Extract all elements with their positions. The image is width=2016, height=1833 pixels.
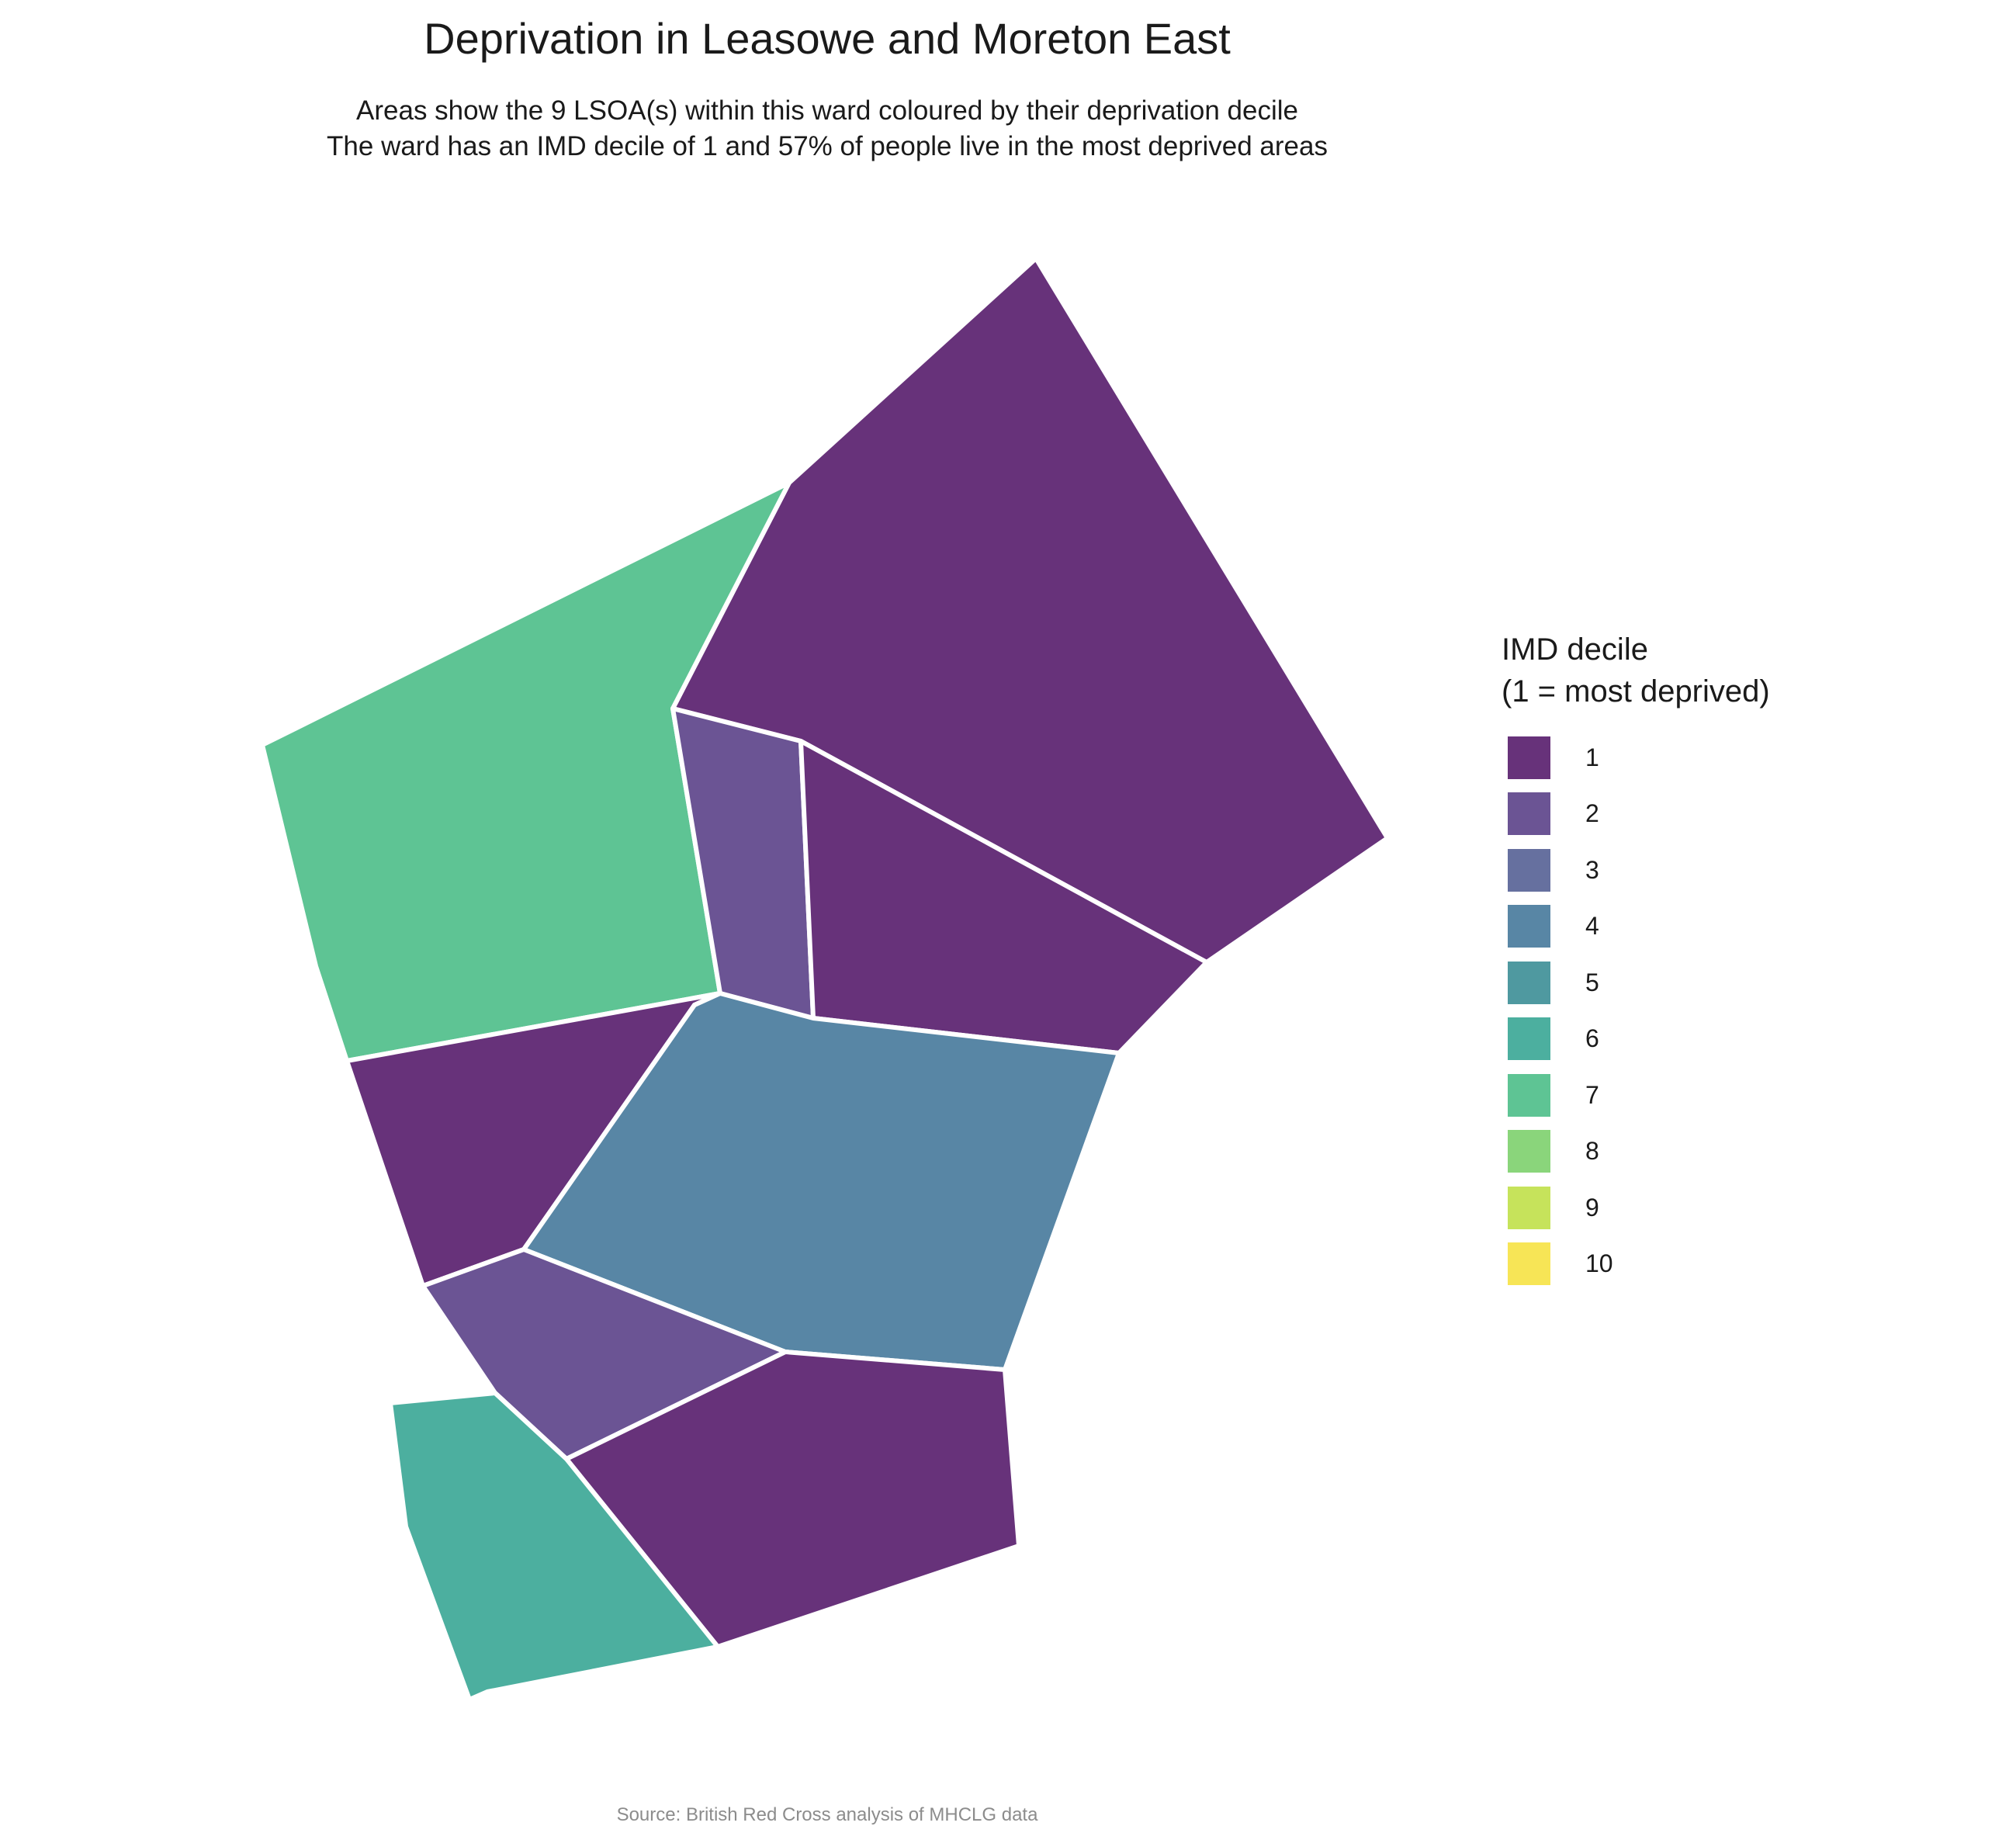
legend-label: 10 <box>1585 1249 1613 1278</box>
legend-swatch <box>1508 736 1550 779</box>
legend-item-4: 4 <box>1502 899 1905 955</box>
legend-label: 3 <box>1585 855 1599 884</box>
legend: IMD decile (1 = most deprived) 1 2 3 4 5 6 7 8 9… <box>1502 629 1905 1292</box>
legend-item-8: 8 <box>1502 1124 1905 1180</box>
legend-item-3: 3 <box>1502 842 1905 899</box>
legend-label: 1 <box>1585 743 1599 771</box>
legend-swatch <box>1508 1073 1550 1117</box>
legend-item-5: 5 <box>1502 955 1905 1011</box>
map-subtitle-line-2: The ward has an IMD decile of 1 and 57% … <box>327 131 1328 161</box>
legend-item-10: 10 <box>1502 1236 1905 1293</box>
legend-swatch <box>1508 792 1550 836</box>
legend-title: IMD decile (1 = most deprived) <box>1502 632 1770 709</box>
legend-swatch <box>1508 848 1550 892</box>
source-caption: Source: British Red Cross analysis of MH… <box>616 1804 1038 1825</box>
legend-label: 9 <box>1585 1193 1599 1221</box>
legend-item-7: 7 <box>1502 1067 1905 1124</box>
legend-label: 7 <box>1585 1080 1599 1109</box>
legend-label: 4 <box>1585 912 1599 941</box>
legend-item-9: 9 <box>1502 1180 1905 1236</box>
legend-item-1: 1 <box>1502 729 1905 786</box>
legend-swatch <box>1508 1242 1550 1286</box>
legend-item-2: 2 <box>1502 786 1905 843</box>
legend-swatch <box>1508 961 1550 1004</box>
legend-label: 8 <box>1585 1137 1599 1166</box>
legend-label: 5 <box>1585 968 1599 996</box>
legend-swatch <box>1508 1186 1550 1229</box>
legend-label: 6 <box>1585 1024 1599 1053</box>
map-subtitle-line-1: Areas show the 9 LSOA(s) within this war… <box>356 95 1298 126</box>
legend-swatch <box>1508 905 1550 948</box>
lsoa-area-south-west <box>388 1391 720 1702</box>
map-title: Deprivation in Leasowe and Moreton East <box>424 14 1231 63</box>
legend-swatch <box>1508 1017 1550 1061</box>
legend-label: 2 <box>1585 799 1599 828</box>
legend-swatch <box>1508 1130 1550 1173</box>
legend-item-6: 6 <box>1502 1011 1905 1068</box>
lsoa-area-south-east <box>564 1350 1021 1649</box>
